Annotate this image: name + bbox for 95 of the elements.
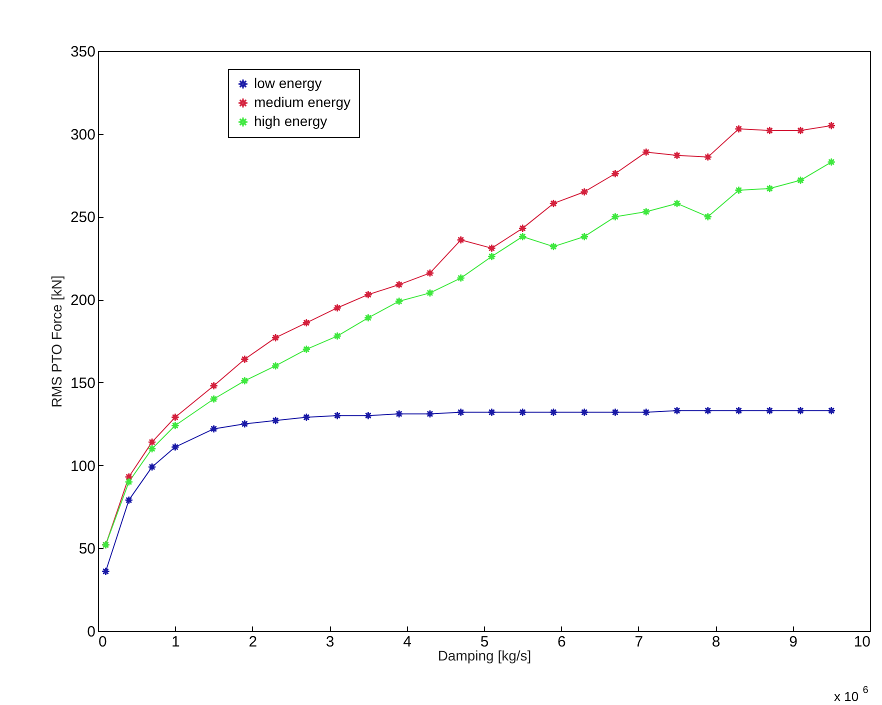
point xyxy=(456,408,465,416)
point xyxy=(171,442,180,452)
point xyxy=(734,124,743,134)
x-tick-label: 6 xyxy=(558,634,566,650)
point xyxy=(642,408,650,416)
point xyxy=(488,252,496,261)
point xyxy=(148,444,156,453)
point xyxy=(827,406,836,415)
x-tick-label: 2 xyxy=(248,634,258,650)
point xyxy=(171,413,180,422)
point xyxy=(333,304,342,312)
point xyxy=(580,188,588,196)
x-axis-title: Damping [kg/s] xyxy=(438,648,532,664)
legend-label: medium energy xyxy=(254,94,350,110)
point xyxy=(518,232,527,241)
y-tick-label: 350 xyxy=(70,44,96,60)
point xyxy=(171,421,180,430)
point xyxy=(333,411,342,420)
x-tick-label: 7 xyxy=(634,634,644,650)
x-tick-label: 10 xyxy=(854,634,870,650)
y-tick-label: 100 xyxy=(70,458,96,475)
point xyxy=(394,280,404,289)
point xyxy=(734,186,743,194)
point xyxy=(549,242,558,251)
point xyxy=(580,232,588,241)
point xyxy=(796,176,805,184)
point xyxy=(210,424,218,433)
point xyxy=(672,406,682,415)
x-tick-label: 8 xyxy=(712,634,720,650)
point xyxy=(426,410,434,418)
point xyxy=(766,406,774,415)
point xyxy=(766,126,774,135)
y-tick-label: 300 xyxy=(70,126,96,144)
point xyxy=(827,158,836,166)
point xyxy=(210,394,218,404)
x-tick-label: 1 xyxy=(172,634,180,650)
point xyxy=(611,169,620,178)
point xyxy=(488,408,496,416)
point xyxy=(580,408,588,416)
point xyxy=(518,224,527,232)
point xyxy=(704,406,712,415)
point xyxy=(302,413,311,422)
point xyxy=(456,274,465,282)
y-tick-label: 200 xyxy=(70,292,96,310)
point xyxy=(333,332,342,340)
point xyxy=(642,208,650,216)
point xyxy=(210,382,218,390)
point xyxy=(672,151,682,160)
x-tick-label: 3 xyxy=(326,634,334,650)
legend-label: high energy xyxy=(254,113,328,129)
y-axis-title: RMS PTO Force [kN] xyxy=(48,276,64,408)
point xyxy=(426,268,434,278)
point xyxy=(394,297,404,306)
x-tick-label: 9 xyxy=(789,634,798,650)
point xyxy=(518,408,527,416)
point xyxy=(642,148,650,156)
legend-label: low energy xyxy=(254,75,322,91)
point xyxy=(240,376,249,385)
y-tick-label: 150 xyxy=(70,374,96,392)
point xyxy=(124,478,134,486)
point xyxy=(456,236,465,244)
y-tick-label: 250 xyxy=(70,209,96,226)
point xyxy=(302,318,311,327)
point xyxy=(488,244,496,252)
x-tick-label: 0 xyxy=(98,634,107,650)
point xyxy=(364,411,372,420)
point xyxy=(148,462,156,472)
point xyxy=(549,199,558,208)
point xyxy=(148,438,156,446)
point xyxy=(796,406,805,415)
point xyxy=(704,152,712,162)
point xyxy=(394,410,404,418)
point xyxy=(271,416,280,425)
point xyxy=(611,408,620,416)
point xyxy=(611,212,620,221)
point xyxy=(364,290,372,299)
x-tick-label: 4 xyxy=(403,634,412,650)
point xyxy=(827,121,836,130)
point xyxy=(364,314,372,322)
point xyxy=(271,334,280,342)
point xyxy=(549,408,558,416)
y-tick-label: 50 xyxy=(78,540,96,558)
point xyxy=(102,567,110,576)
point xyxy=(796,126,805,135)
point xyxy=(734,406,743,415)
x-tick-label: 5 xyxy=(480,634,489,650)
point xyxy=(271,362,280,370)
point xyxy=(672,199,682,208)
point xyxy=(302,345,311,354)
point xyxy=(124,496,134,504)
point xyxy=(426,288,434,298)
point xyxy=(766,184,774,193)
point xyxy=(240,420,249,428)
point xyxy=(704,212,712,221)
point xyxy=(240,355,249,364)
